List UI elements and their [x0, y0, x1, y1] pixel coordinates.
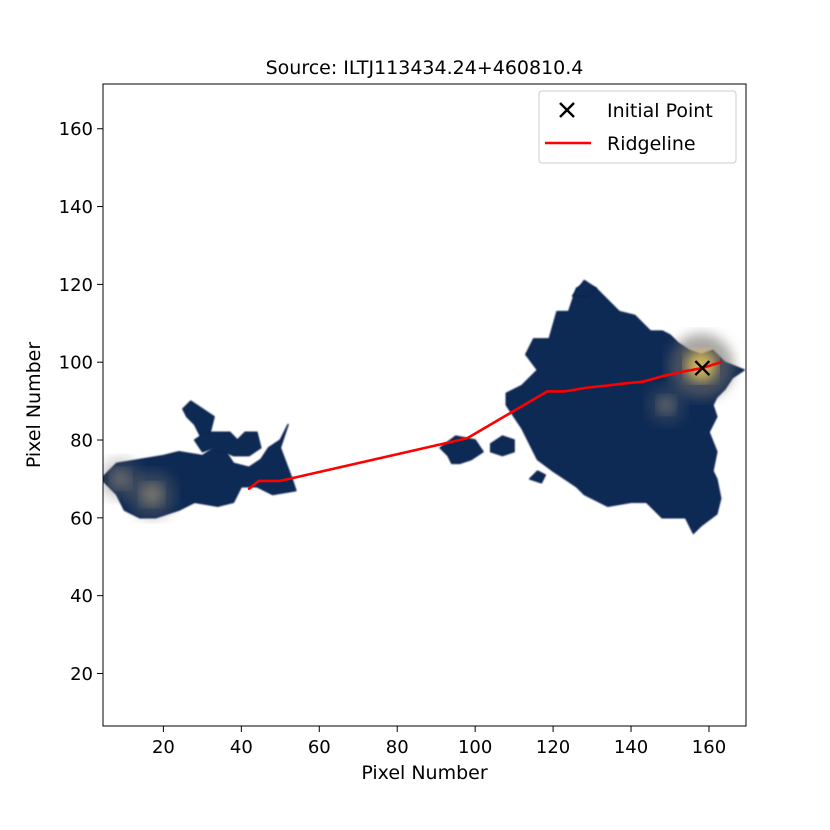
emission-region: [489, 435, 515, 457]
x-axis-label: Pixel Number: [361, 762, 487, 784]
legend: Initial Point Ridgeline: [538, 90, 737, 164]
y-tick-label: 60: [70, 508, 93, 529]
y-tick-label: 80: [70, 431, 93, 452]
emission-region: [193, 431, 262, 457]
ridgeline-series-line: [247, 360, 722, 490]
plot-frame: [102, 83, 747, 727]
chart-title: Source: ILTJ113434.24+460810.4: [266, 57, 584, 79]
series-layer: [247, 360, 722, 490]
y-tick-label: 160: [59, 119, 93, 140]
y-axis-label: Pixel Number: [23, 342, 45, 468]
x-tick-label: 120: [536, 737, 570, 758]
x-tick-label: 60: [308, 737, 331, 758]
legend-marker-x-icon: [559, 102, 575, 118]
x-tick-label: 100: [458, 737, 492, 758]
y-tick-label: 40: [70, 586, 93, 607]
x-tick-label: 80: [386, 737, 409, 758]
x-tick-label: 40: [230, 737, 253, 758]
legend-entry-ridgeline: Ridgeline: [545, 133, 696, 155]
initial-point-marker: [694, 360, 711, 376]
emission-bright-core: [140, 482, 164, 506]
emission-region: [528, 470, 547, 484]
emission-image: [103, 279, 745, 535]
y-tick-label: 20: [70, 664, 93, 685]
x-axis: 20 40 60 80 100 120 140 160: [152, 726, 726, 758]
y-tick-label: 120: [59, 275, 93, 296]
x-tick-label: 140: [614, 737, 648, 758]
x-tick-label: 20: [152, 737, 175, 758]
x-tick-label: 160: [692, 737, 726, 758]
emission-bright-core: [656, 395, 676, 415]
emission-region: [571, 279, 597, 297]
y-tick-label: 100: [59, 353, 93, 374]
y-tick-label: 140: [59, 197, 93, 218]
plot-area: [102, 83, 747, 727]
y-axis: 20 40 60 80 100 120 140 160: [59, 119, 103, 685]
legend-label-initial-point: Initial Point: [607, 100, 713, 122]
legend-entry-initial-point: Initial Point: [559, 100, 713, 122]
emission-bright-core: [110, 468, 131, 490]
legend-frame: [538, 90, 737, 164]
legend-label-ridgeline: Ridgeline: [607, 133, 696, 155]
